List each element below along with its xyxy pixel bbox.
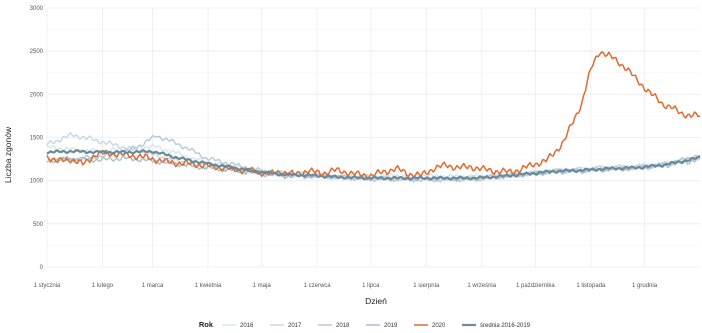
- x-tick-label: 1 czerwca: [304, 283, 332, 289]
- x-tick-label: 1 lutego: [92, 283, 114, 289]
- legend-label: średnia 2016-2019: [480, 323, 531, 329]
- legend-item: 2020: [414, 323, 446, 329]
- x-tick-label: 1 września: [467, 283, 496, 289]
- series-line-2017: [46, 131, 701, 182]
- legend-label: 2019: [384, 323, 398, 329]
- y-tick-label: 3000: [30, 6, 44, 12]
- series-line-2016: [46, 143, 701, 180]
- legend-label: 2020: [432, 323, 446, 329]
- grid-lines: [46, 7, 700, 268]
- x-tick-label: 1 kwietnia: [195, 283, 222, 289]
- y-tick-labels: 0 500 1000 1500 2000 2500 3000: [30, 6, 44, 271]
- legend-label: 2016: [240, 323, 254, 329]
- y-tick-label: 500: [33, 222, 44, 228]
- y-tick-label: 1000: [30, 179, 44, 185]
- legend-title: Rok: [199, 320, 214, 329]
- legend-item: 2019: [366, 323, 398, 329]
- y-axis-title: Liczba zgonów: [3, 126, 13, 183]
- x-tick-label: 1 marca: [142, 283, 164, 289]
- x-tick-label: 1 października: [516, 283, 555, 289]
- x-tick-label: 1 listopada: [576, 283, 606, 289]
- x-axis-title: Dzień: [365, 296, 387, 306]
- x-tick-label: 1 maja: [253, 283, 272, 289]
- y-tick-label: 0: [40, 265, 44, 271]
- y-tick-label: 1500: [30, 136, 44, 142]
- legend-item: 2018: [318, 323, 350, 329]
- y-tick-label: 2500: [30, 49, 44, 55]
- x-tick-label: 1 grudnia: [632, 283, 658, 289]
- legend-item: 2016: [222, 323, 254, 329]
- legend: Rok 2016 2017 2018 2019 2020 średnia 2016-201…: [199, 320, 531, 329]
- x-tick-label: 1 sierpnia: [413, 283, 440, 289]
- y-tick-label: 2000: [30, 92, 44, 98]
- x-tick-label: 1 lipca: [362, 283, 380, 289]
- x-tick-labels: 1 stycznia 1 lutego 1 marca 1 kwietnia 1 maj…: [34, 283, 658, 289]
- x-tick-label: 1 stycznia: [34, 283, 61, 289]
- legend-item: 2017: [270, 323, 302, 329]
- series-line-2020: [46, 51, 701, 180]
- series-lines: [46, 51, 701, 183]
- series-line--rednia-2016-2019: [46, 149, 701, 181]
- legend-item: średnia 2016-2019: [462, 323, 531, 329]
- legend-label: 2017: [288, 323, 302, 329]
- legend-label: 2018: [336, 323, 350, 329]
